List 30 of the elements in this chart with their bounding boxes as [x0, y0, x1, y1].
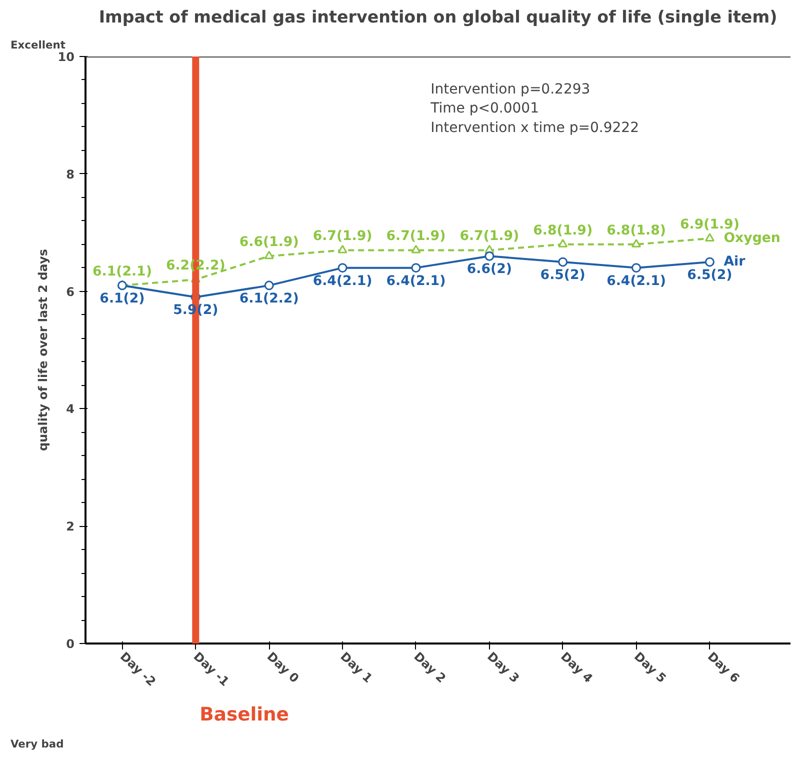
- y-tick-label: 6: [66, 284, 75, 299]
- data-label: 6.5(2): [687, 268, 732, 283]
- data-label: 6.7(1.9): [386, 229, 446, 244]
- text: Very bad: [10, 738, 64, 750]
- data-label: 6.6(2): [466, 262, 512, 278]
- data-label: 6.1(2.2): [239, 291, 299, 306]
- data-label: 6.1(2.1): [92, 264, 152, 280]
- y-tick-label: 10: [58, 50, 75, 64]
- data-label: 6.7(1.9): [460, 229, 520, 244]
- data-label: 6.4(2.1): [386, 274, 446, 289]
- data-label: 6.4(2.1): [606, 274, 666, 289]
- series-label: Air: [724, 254, 746, 270]
- y-axis-title: quality of life over last 2 days: [36, 249, 50, 451]
- data-label: 6.8(1.8): [606, 223, 666, 238]
- y-tick-label: 8: [66, 167, 75, 182]
- text: Excellent: [10, 38, 66, 52]
- y-tick-label: 0: [66, 637, 75, 651]
- annotation: Intervention p=0.2293 Time p<0.0001 Intervention x time p=0.9222: [430, 82, 639, 136]
- y-tick-label: 4: [66, 402, 75, 416]
- data-label: 6.9(1.9): [680, 217, 740, 232]
- ref-line-label: Baseline: [200, 704, 289, 726]
- data-label: 6.5(2): [540, 268, 586, 283]
- data-label: 6.6(1.9): [239, 235, 299, 250]
- series-label: Oxygen: [724, 230, 780, 246]
- data-label: 6.8(1.9): [533, 223, 593, 238]
- chart-title: Impact of medical gas intervention on global quality of life (single item): [98, 8, 778, 26]
- data-label: 6.4(2.1): [312, 274, 372, 289]
- data-label: 6.1(2): [100, 291, 145, 306]
- y-tick-label: 2: [66, 520, 75, 534]
- data-label: 6.7(1.9): [312, 229, 372, 244]
